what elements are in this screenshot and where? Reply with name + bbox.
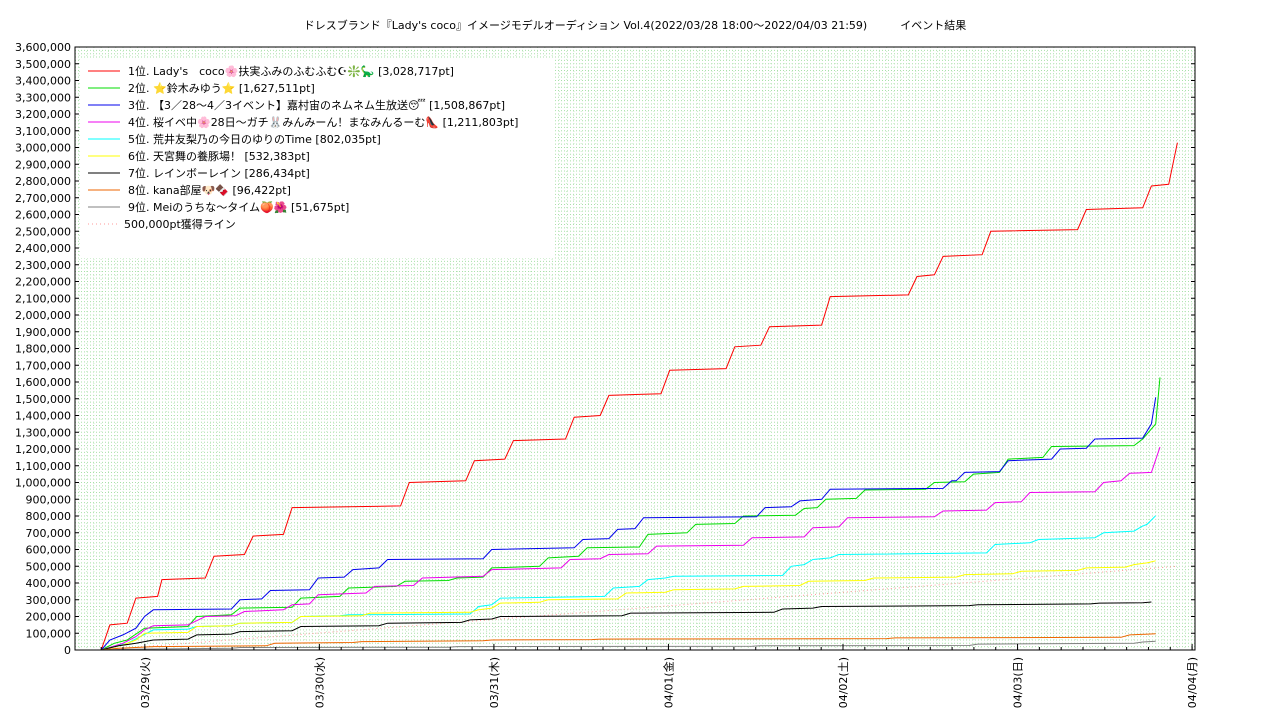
y-tick-label: 3,600,000 [15, 41, 71, 54]
legend-label-7: 7位. レインボーレイン [286,434pt] [128, 166, 310, 180]
y-tick-label: 3,500,000 [15, 58, 71, 71]
y-tick-label: 1,400,000 [15, 410, 71, 423]
y-tick-label: 1,100,000 [15, 460, 71, 473]
y-tick-label: 100,000 [26, 627, 72, 640]
series-line-4 [101, 446, 1161, 651]
legend-label-reference: 500,000pt獲得ライン [124, 218, 236, 231]
y-tick-label: 1,000,000 [15, 477, 71, 490]
y-tick-label: 3,400,000 [15, 75, 71, 88]
y-tick-label: 2,600,000 [15, 209, 71, 222]
y-tick-label: 2,000,000 [15, 309, 71, 322]
y-tick-label: 2,800,000 [15, 175, 71, 188]
y-tick-label: 2,500,000 [15, 225, 71, 238]
y-tick-label: 1,900,000 [15, 326, 71, 339]
y-tick-label: 1,600,000 [15, 376, 71, 389]
series-line-7 [101, 601, 1152, 651]
legend-label-8: 8位. kana部屋🐶🍫 [96,422pt] [128, 183, 291, 197]
y-tick-label: 0 [64, 644, 71, 657]
y-tick-label: 400,000 [26, 577, 72, 590]
y-tick-label: 3,100,000 [15, 125, 71, 138]
legend-label-4: 4位. 桜イベ中🌸28日〜ガチ🐰みんみーん！まなみんるーむ👠 [1,211,80… [128, 115, 518, 129]
series-line-2 [100, 377, 1161, 651]
y-tick-label: 500,000 [26, 560, 72, 573]
x-tick-label: 04/02(土) [837, 657, 850, 708]
x-tick-label: 03/29(火) [139, 657, 152, 708]
y-tick-label: 2,300,000 [15, 259, 71, 272]
series-line-9 [101, 640, 1156, 651]
x-tick-label: 03/31(木) [488, 657, 501, 708]
y-tick-label: 300,000 [26, 594, 72, 607]
series-line-8 [101, 633, 1156, 651]
y-tick-label: 600,000 [26, 544, 72, 557]
legend-background [80, 58, 555, 258]
legend-label-6: 6位. 天宮舞の養豚場！ [532,383pt] [128, 149, 310, 163]
y-tick-label: 1,500,000 [15, 393, 71, 406]
y-tick-label: 2,100,000 [15, 292, 71, 305]
y-tick-label: 2,200,000 [15, 276, 71, 289]
chart-title: ドレスブランド『Lady's coco』イメージモデルオーディション Vol.4… [303, 19, 967, 32]
x-tick-label: 04/03(日) [1012, 657, 1025, 708]
legend-label-3: 3位. 【3／28～4／3イベント】嘉村宙のネムネム生放送😴 [1,508,86… [128, 98, 505, 112]
y-tick-label: 1,300,000 [15, 426, 71, 439]
y-tick-label: 2,400,000 [15, 242, 71, 255]
y-tick-label: 3,300,000 [15, 91, 71, 104]
legend-label-5: 5位. 荒井友梨乃の今日のゆりのTime [802,035pt] [128, 132, 381, 146]
x-tick-label: 04/01(金) [661, 657, 675, 708]
series-line-6 [101, 560, 1156, 651]
legend: 1位. Lady's coco🌸扶実ふみのふむふむ☪❇️🦕 [3,028,717… [88, 64, 518, 231]
axis-layer: 0 100,000 200,000 300,000 400,000 500,000 600,… [15, 41, 1199, 708]
y-tick-label: 1,200,000 [15, 443, 71, 456]
series-layer [100, 142, 1178, 651]
y-tick-label: 2,700,000 [15, 192, 71, 205]
y-tick-label: 1,800,000 [15, 343, 71, 356]
series-line-3 [100, 397, 1157, 651]
series-line-1 [100, 142, 1178, 651]
y-tick-label: 2,900,000 [15, 158, 71, 171]
y-tick-label: 900,000 [26, 493, 72, 506]
y-tick-label: 1,700,000 [15, 359, 71, 372]
x-tick-label: 04/04(月) [1186, 657, 1199, 708]
legend-label-9: 9位. Meiのうちな〜タイム🍑🌺 [51,675pt] [128, 200, 349, 214]
y-tick-label: 3,000,000 [15, 142, 71, 155]
legend-label-1: 1位. Lady's coco🌸扶実ふみのふむふむ☪❇️🦕 [3,028,717… [128, 64, 454, 78]
y-tick-label: 3,200,000 [15, 108, 71, 121]
y-tick-label: 200,000 [26, 611, 72, 624]
y-tick-label: 800,000 [26, 510, 72, 523]
legend-label-2: 2位. ⭐鈴木みゆう⭐ [1,627,511pt] [128, 81, 315, 95]
y-tick-label: 700,000 [26, 527, 72, 540]
x-tick-label: 03/30(水) [313, 657, 326, 708]
